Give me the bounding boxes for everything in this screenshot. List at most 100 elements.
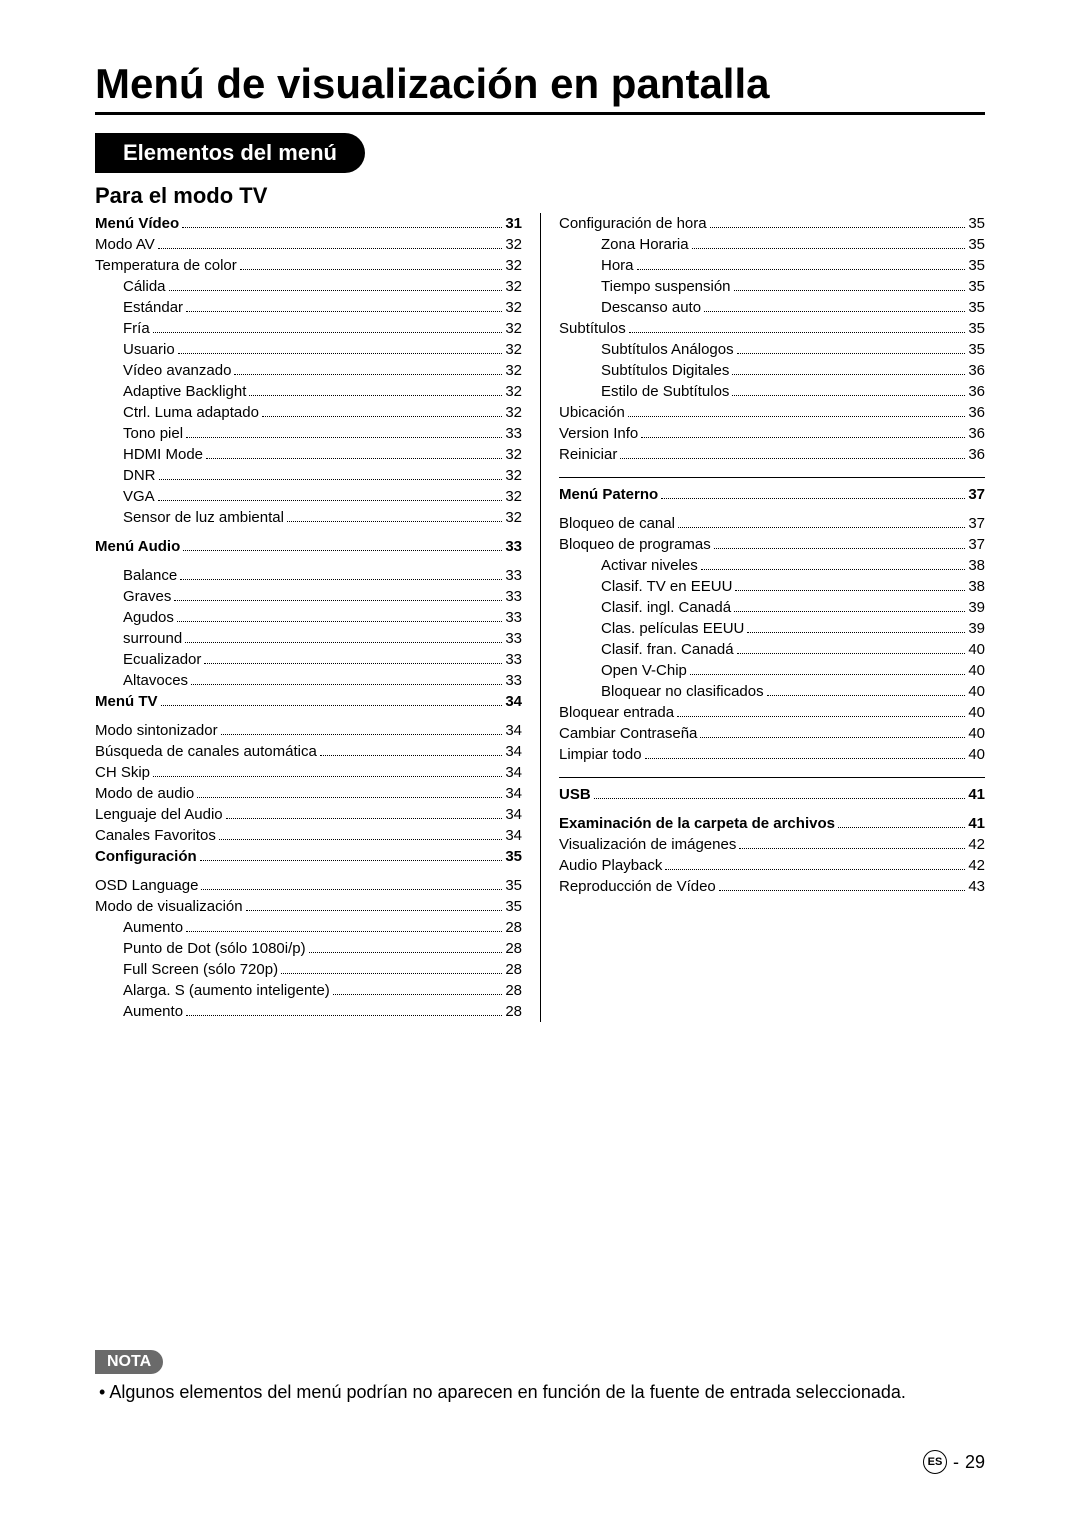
toc-row: Ubicación36 <box>559 402 985 423</box>
toc-label: Bloqueo de programas <box>559 534 711 555</box>
toc-dots <box>158 500 503 501</box>
toc-row: Menú Vídeo 31 <box>95 213 522 234</box>
toc-row: Hora35 <box>559 255 985 276</box>
nota-tag: NOTA <box>95 1350 163 1374</box>
toc-page: 41 <box>968 813 985 834</box>
toc-page: 40 <box>968 723 985 744</box>
toc-label: HDMI Mode <box>123 444 203 465</box>
toc-page: 32 <box>505 360 522 381</box>
toc-row: Altavoces33 <box>95 670 522 691</box>
toc-row: Agudos33 <box>95 607 522 628</box>
toc-dots <box>637 269 966 270</box>
toc-label: Lenguaje del Audio <box>95 804 223 825</box>
toc-dots <box>737 653 966 654</box>
toc-label: DNR <box>123 465 156 486</box>
toc-row: Búsqueda de canales automática34 <box>95 741 522 762</box>
toc-label: Adaptive Backlight <box>123 381 246 402</box>
toc-page: 39 <box>968 597 985 618</box>
toc-row: Tiempo suspensión35 <box>559 276 985 297</box>
toc-label: Examinación de la carpeta de archivos <box>559 813 835 834</box>
toc-row: Cálida32 <box>95 276 522 297</box>
toc-dots <box>221 734 503 735</box>
toc-page: 35 <box>968 213 985 234</box>
toc-row: Ctrl. Luma adaptado32 <box>95 402 522 423</box>
toc-label: Zona Horaria <box>601 234 689 255</box>
toc-label: Temperatura de color <box>95 255 237 276</box>
toc-label: Cálida <box>123 276 166 297</box>
toc-row: Bloqueo de programas37 <box>559 534 985 555</box>
toc-label: Sensor de luz ambiental <box>123 507 284 528</box>
toc-dots <box>710 227 966 228</box>
toc-label: Descanso auto <box>601 297 701 318</box>
toc-dots <box>678 527 965 528</box>
toc-row: Sensor de luz ambiental32 <box>95 507 522 528</box>
toc-dots <box>191 684 502 685</box>
toc-label: Menú TV <box>95 691 158 712</box>
toc-dots <box>204 663 502 664</box>
toc-dots <box>620 458 965 459</box>
toc-label: Ctrl. Luma adaptado <box>123 402 259 423</box>
toc-row: DNR32 <box>95 465 522 486</box>
toc-row: surround33 <box>95 628 522 649</box>
toc-dots <box>287 521 502 522</box>
toc-label: Ubicación <box>559 402 625 423</box>
toc-page: 32 <box>505 255 522 276</box>
toc-row: Reproducción de Vídeo43 <box>559 876 985 897</box>
toc-page: 42 <box>968 855 985 876</box>
toc-dots <box>161 705 503 706</box>
toc-dots <box>838 827 965 828</box>
toc-row: Usuario32 <box>95 339 522 360</box>
toc-label: Alarga. S (aumento inteligente) <box>123 980 330 1001</box>
toc-label: Menú Paterno <box>559 484 658 505</box>
toc-row: Audio Playback42 <box>559 855 985 876</box>
toc-row: Estilo de Subtítulos36 <box>559 381 985 402</box>
toc-row: Fría32 <box>95 318 522 339</box>
toc-dots <box>700 737 965 738</box>
toc-dots <box>178 353 503 354</box>
toc-dots <box>309 952 503 953</box>
toc-row: Descanso auto35 <box>559 297 985 318</box>
toc-label: Visualización de imágenes <box>559 834 736 855</box>
page-number: 29 <box>965 1452 985 1473</box>
toc-row: Adaptive Backlight32 <box>95 381 522 402</box>
page-footer: ES - 29 <box>923 1450 985 1474</box>
toc-label: Modo AV <box>95 234 155 255</box>
toc-label: Modo de visualización <box>95 896 243 917</box>
toc-page: 36 <box>968 444 985 465</box>
toc-dots <box>206 458 502 459</box>
toc-dots <box>159 479 503 480</box>
toc-label: Version Info <box>559 423 638 444</box>
toc-row: Modo sintonizador34 <box>95 720 522 741</box>
toc-dots <box>629 332 966 333</box>
toc-dots <box>594 798 966 799</box>
section-bar: Elementos del menú <box>95 133 365 173</box>
toc-dots <box>246 910 503 911</box>
toc-label: Búsqueda de canales automática <box>95 741 317 762</box>
toc-dots <box>240 269 503 270</box>
toc-page: 32 <box>505 339 522 360</box>
toc-label: Configuración de hora <box>559 213 707 234</box>
toc-dots <box>281 973 502 974</box>
toc-label: Clasif. fran. Canadá <box>601 639 734 660</box>
toc-row: Limpiar todo40 <box>559 744 985 765</box>
toc-dots <box>185 642 502 643</box>
toc-label: Altavoces <box>123 670 188 691</box>
toc-page: 42 <box>968 834 985 855</box>
toc-dots <box>719 890 966 891</box>
toc-dots <box>197 797 502 798</box>
toc-label: OSD Language <box>95 875 198 896</box>
toc-dots <box>645 758 966 759</box>
toc-dots <box>153 776 502 777</box>
toc-page: 40 <box>968 702 985 723</box>
toc-page: 28 <box>505 1001 522 1022</box>
toc-page: 34 <box>505 691 522 712</box>
toc-page: 36 <box>968 381 985 402</box>
toc-page: 31 <box>505 213 522 234</box>
toc-row: Lenguaje del Audio34 <box>95 804 522 825</box>
toc-dots <box>734 290 966 291</box>
toc-row: Tono piel33 <box>95 423 522 444</box>
toc-dots <box>186 437 502 438</box>
toc-label: Bloqueo de canal <box>559 513 675 534</box>
toc-page: 35 <box>968 255 985 276</box>
toc-label: Menú Vídeo <box>95 213 179 234</box>
